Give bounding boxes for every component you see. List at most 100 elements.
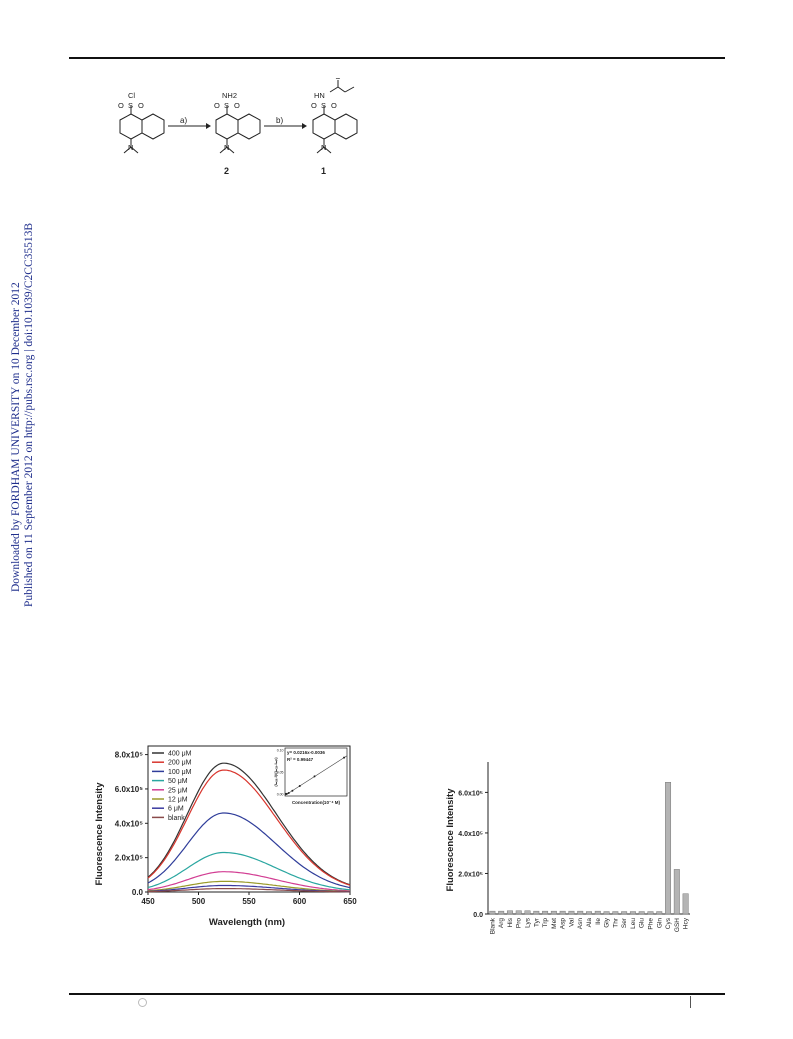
inset-r-squared: R² = 0.99447: [287, 757, 314, 762]
atom-n-b: N: [224, 143, 229, 152]
atom-o-carbonyl: O: [335, 78, 341, 81]
atom-o-right-a: O: [138, 101, 144, 110]
selectivity-bar: [594, 910, 601, 915]
atom-o-left-c: O: [311, 101, 317, 110]
compound-2-label: 2: [224, 166, 229, 176]
selectivity-bar: [656, 911, 663, 915]
selectivity-category-label: Arg: [498, 918, 505, 929]
step-a-label: a): [180, 116, 187, 125]
selectivity-category-label: GSH: [674, 918, 681, 932]
inset-data-point: [298, 784, 301, 787]
legend-label: 12 μM: [168, 797, 188, 804]
spectra-y-axis-label: Fluorescence Intensity: [94, 782, 105, 886]
spectra-x-tick-label: 600: [293, 897, 307, 906]
inset-equation: y= 0.0216x-0.0036: [287, 750, 325, 755]
selectivity-y-tick-label: 2.0x10⁵: [458, 871, 483, 878]
selectivity-category-label: Val: [568, 917, 575, 926]
legend-label: 200 μM: [168, 760, 192, 767]
atom-nh2: NH2: [222, 91, 237, 100]
selectivity-bar: [682, 893, 689, 915]
legend-label: 400 μM: [168, 751, 192, 758]
acrylamide-product-structure: [312, 80, 358, 154]
selectivity-category-label: Thr: [612, 917, 619, 928]
selectivity-bar: [550, 910, 557, 915]
selectivity-category-label: Blank: [489, 917, 496, 934]
dansyl-amide-structure: [215, 106, 261, 154]
selectivity-bar: [603, 911, 610, 915]
selectivity-bar: [533, 910, 540, 915]
spectra-y-tick-label: 6.0x10⁵: [115, 785, 143, 794]
spectrum-curve: [148, 888, 350, 893]
inset-fit-line: [284, 755, 348, 796]
selectivity-bar: [498, 910, 505, 915]
selectivity-category-label: Gln: [656, 918, 663, 929]
inset-x-axis-label: Concentration(10⁻⁴ M): [292, 800, 341, 805]
inset-data-point: [313, 775, 316, 778]
spectra-x-tick-label: 550: [242, 897, 256, 906]
sidebar-downloaded-text: Downloaded by FORDHAM UNIVERSITY on 10 D…: [10, 282, 22, 592]
selectivity-category-label: Hcy: [683, 917, 690, 929]
step-b-label: b): [276, 116, 283, 125]
spectrum-curve: [147, 871, 351, 892]
selectivity-y-tick-label: 6.0x10⁵: [458, 790, 483, 797]
legend-label: 6 μM: [168, 806, 184, 813]
spectrum-curve: [147, 769, 351, 886]
inset-data-point: [343, 756, 346, 759]
atom-o-left-a: O: [118, 101, 124, 110]
selectivity-category-label: Leu: [630, 918, 637, 929]
selectivity-category-label: Tyr: [533, 917, 540, 927]
legend-label: 100 μM: [168, 769, 192, 776]
compound-1-label: 1: [321, 166, 326, 176]
spectrum-curve: [147, 880, 350, 892]
spectra-x-tick-label: 450: [141, 897, 155, 906]
spectrum-curve: [147, 851, 351, 891]
spectra-x-tick-label: 650: [343, 897, 357, 906]
spectra-y-tick-label: 8.0x10⁵: [115, 751, 143, 760]
atom-o-right-c: O: [331, 101, 337, 110]
selectivity-bar: [621, 911, 628, 915]
spectrum-curve: [147, 812, 351, 889]
selectivity-category-label: Lys: [525, 917, 532, 928]
atom-s-c: S: [321, 101, 326, 110]
atom-o-right-b: O: [234, 101, 240, 110]
inset-y-tick-label: 0.00: [277, 792, 284, 796]
atom-cl: Cl: [128, 91, 135, 100]
dansyl-chloride-structure: [119, 106, 165, 154]
selectivity-bar: [612, 911, 619, 915]
selectivity-category-label: Phe: [647, 918, 654, 930]
atom-hn: HN: [314, 91, 325, 100]
selectivity-bar: [524, 910, 531, 915]
selectivity-category-label: Asp: [560, 918, 567, 930]
legend-label: 25 μM: [168, 787, 188, 794]
selectivity-bar: [542, 910, 549, 915]
spectra-x-tick-label: 500: [192, 897, 206, 906]
selectivity-category-label: Ile: [595, 918, 602, 925]
spectra-y-tick-label: 4.0x10⁵: [115, 819, 143, 828]
selectivity-bar: [515, 910, 522, 915]
legend-label: 50 μM: [168, 778, 188, 785]
legend-label: blank: [168, 815, 185, 822]
selectivity-bar: [629, 911, 636, 915]
inset-y-tick-label: 0.05: [277, 771, 284, 775]
selectivity-bar: [586, 911, 592, 915]
selectivity-bar: [489, 910, 496, 915]
selectivity-category-label: His: [507, 917, 514, 927]
selectivity-bar: [506, 910, 513, 915]
selectivity-y-axis-label: Fluorescence Intensity: [445, 788, 456, 892]
atom-s-b: S: [224, 101, 229, 110]
selectivity-bar: [568, 910, 575, 915]
spectra-x-axis-label: Wavelength (nm): [209, 917, 285, 928]
selectivity-category-label: Glu: [639, 918, 646, 929]
selectivity-category-label: Asn: [577, 918, 584, 930]
spectra-y-tick-label: 0.0: [132, 888, 144, 897]
inset-frame: [284, 747, 348, 797]
spectra-y-tick-label: 2.0x10⁵: [115, 854, 143, 863]
header-rule: [69, 57, 725, 59]
selectivity-category-label: Trp: [542, 918, 549, 928]
inset-y-axis-label: (Iₘₐₓ-I)/(Iₘₐₓ-Iₘᵢₙ): [273, 757, 278, 787]
inset-data-point: [287, 791, 290, 794]
selectivity-bar: [647, 911, 654, 915]
selectivity-y-tick-label: 0.0: [473, 912, 483, 919]
selectivity-bar: [665, 782, 672, 915]
